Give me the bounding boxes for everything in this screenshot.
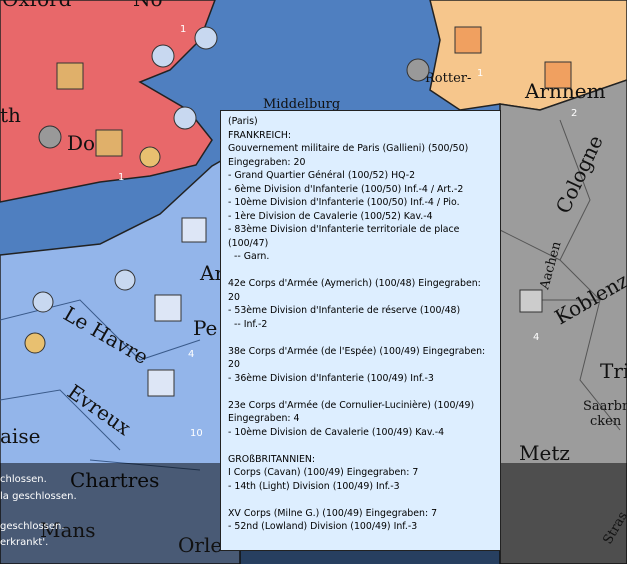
tooltip-line: -- Inf.-2 (228, 318, 268, 330)
plane-token[interactable] (38, 125, 62, 149)
tooltip-block: 23e Corps d'Armée (de Cornulier-Lucinièr… (228, 399, 500, 440)
unit-counter[interactable] (56, 62, 84, 90)
ship-token[interactable] (194, 26, 218, 50)
tooltip-line: - 36ème Division d'Infanterie (100/49) I… (228, 372, 434, 384)
city-label: Metz (519, 441, 570, 465)
tooltip-block: 38e Corps d'Armée (de l'Espée) (100/49) … (228, 345, 500, 386)
tooltip-line: - 10ème Division d'Infanterie (100/50) I… (228, 197, 460, 208)
unit-counter[interactable] (147, 369, 175, 397)
tooltip-line: 38e Corps d'Armée (de l'Espée) (100/49) … (228, 345, 486, 357)
unit-counter[interactable] (519, 289, 543, 313)
ship-token[interactable] (32, 291, 54, 313)
city-label: Do (67, 131, 95, 155)
token[interactable] (24, 332, 46, 354)
city-label: Oxford (2, 0, 72, 11)
tooltip-line: FRANKREICH: (228, 129, 292, 141)
unit-counter[interactable] (454, 26, 482, 54)
city-label: Mans (40, 518, 96, 542)
tooltip-line: (100/47) (228, 237, 269, 249)
tooltip-block: GROßBRITANNIEN: I Corps (Cavan) (100/49) … (228, 453, 500, 494)
city-label: Middelburg (263, 97, 340, 112)
tooltip-line: Eingegraben: 4 (228, 413, 300, 424)
unit-counter[interactable] (154, 294, 182, 322)
unit-count: 4 (533, 332, 539, 343)
unit-count: 4 (188, 349, 194, 360)
unit-count: 1 (477, 68, 483, 79)
tooltip-line: - Grand Quartier Général (100/52) HQ-2 (228, 170, 416, 181)
tooltip-line: I Corps (Cavan) (100/49) Eingegraben: 7 (228, 467, 419, 478)
token[interactable] (139, 146, 161, 168)
tooltip-line: - 14th (Light) Division (100/49) Inf.-3 (228, 480, 400, 492)
ship-token[interactable] (151, 44, 175, 68)
unit-counter[interactable] (95, 129, 123, 157)
log-line: la geschlossen. (0, 491, 77, 502)
plane-token[interactable] (406, 58, 430, 82)
tooltip-line: -- Garn. (228, 251, 270, 262)
tooltip-block: (Paris) FRANKREICH: Gouvernement militaire… (228, 115, 500, 264)
ship-token[interactable] (114, 269, 136, 291)
tooltip-line: 42e Corps d'Armée (Aymerich) (100/48) Ei… (228, 278, 481, 289)
tooltip-line: 20 (228, 359, 240, 370)
log-line: chlossen. (0, 474, 47, 485)
tooltip-block: 42e Corps d'Armée (Aymerich) (100/48) Ei… (228, 277, 500, 331)
tooltip-line: - 52nd (Lowland) Division (100/49) Inf.-… (228, 521, 418, 532)
city-label: Rotter- (425, 71, 471, 86)
city-label: Tri (600, 359, 627, 383)
unit-counter[interactable] (544, 61, 572, 89)
unit-count: 1 (180, 24, 186, 35)
unit-count: 1 (118, 172, 124, 183)
city-label: No (133, 0, 163, 11)
tooltip-line: (Paris) (228, 116, 258, 127)
city-label: Orle (178, 533, 222, 557)
log-line: geschlossen. (0, 521, 65, 532)
tooltip-line: 23e Corps d'Armée (de Cornulier-Lucinièr… (228, 399, 475, 411)
tooltip: (Paris) FRANKREICH: Gouvernement militaire… (220, 110, 501, 551)
city-label: th (0, 103, 21, 127)
ship-token[interactable] (173, 106, 197, 130)
tooltip-line: - 10ème Division de Cavalerie (100/49) K… (228, 426, 445, 438)
units (24, 26, 572, 397)
tooltip-line: - 1ère Division de Cavalerie (100/52) Ka… (228, 210, 433, 222)
tooltip-block: XV Corps (Milne G.) (100/49) Eingegraben… (228, 507, 500, 534)
unit-count: 10 (190, 428, 203, 439)
tooltip-line: - 6ème Division d'Infanterie (100/50) In… (228, 183, 464, 195)
city-label: Pe (193, 316, 217, 340)
tooltip-line: - 53ème Division d'Infanterie de réserve… (228, 305, 461, 316)
unit-counter[interactable] (181, 217, 207, 243)
city-label: aise (0, 424, 40, 448)
tooltip-line: - 83ème Division d'Infanterie territoria… (228, 224, 460, 235)
tooltip-line: 20 (228, 291, 240, 303)
log-line: erkrankt'. (0, 537, 48, 548)
unit-count: 2 (571, 108, 577, 119)
city-label: cken (590, 414, 622, 429)
city-label: Saarbru- (583, 399, 627, 414)
tooltip-line: Eingegraben: 20 (228, 156, 306, 168)
tooltip-line: GROßBRITANNIEN: (228, 453, 316, 465)
tooltip-line: Gouvernement militaire de Paris (Gallien… (228, 143, 469, 154)
tooltip-line: XV Corps (Milne G.) (100/49) Eingegraben… (228, 507, 438, 519)
